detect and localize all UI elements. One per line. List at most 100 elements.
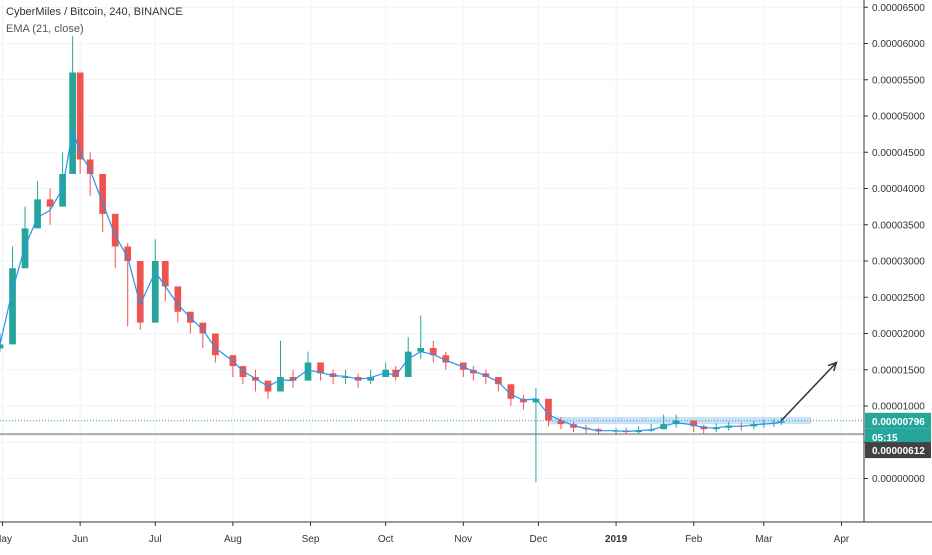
candle[interactable] [46,188,54,225]
time-tick-label: Jun [72,534,88,545]
time-tick-label: Apr [834,534,850,545]
candle[interactable] [392,366,400,381]
candle[interactable] [34,181,41,229]
candle[interactable] [76,72,84,175]
candle-body [69,72,76,174]
time-tick-label: Nov [454,534,472,545]
candle-body [124,246,132,261]
candle-body [429,348,437,356]
candle-body [111,213,119,247]
candle[interactable] [459,362,467,378]
candle[interactable] [690,420,698,433]
price-tick-label: 0.00001000 [872,402,925,413]
price-tick-label: 0.00006000 [872,39,925,50]
price-tick-label: 0.00003500 [872,220,925,231]
overlays [0,416,864,436]
ema-series [0,130,782,433]
time-tick-label: Mar [755,534,773,545]
candle-body [342,377,349,378]
price-tick-label: 0.00003000 [872,257,925,268]
candle[interactable] [0,333,4,352]
candle-body [392,369,400,377]
candle-body [199,322,207,334]
countdown-label-text: 05:15 [872,433,898,444]
support-price-label: 0.00000612 [865,442,931,459]
time-tick-label: Jul [149,534,162,545]
candle-body [635,430,642,433]
time-tick-label: Oct [378,534,394,545]
resistance-box[interactable] [548,416,812,425]
candle-body [99,174,107,214]
candle[interactable] [545,398,552,427]
countdown-label-bg [865,428,931,445]
candle[interactable] [69,36,76,174]
time-tick-label: Sep [302,534,320,545]
time-tick-label: Aug [224,534,242,545]
candle[interactable] [495,377,502,392]
support-price-label-text: 0.00000612 [872,446,925,457]
candle-body [507,384,515,399]
price-tick-label: 0.00005000 [872,112,925,123]
candle[interactable] [507,384,515,406]
candle[interactable] [151,239,159,323]
candle[interactable] [429,340,437,363]
candle-body [317,362,324,374]
price-tick-label: 0.00001500 [872,365,925,376]
drawings[interactable] [780,361,838,422]
candle-body [34,199,41,229]
price-tick-label: 0.00002000 [872,329,925,340]
candle-body [0,344,4,349]
candle[interactable] [317,362,324,381]
candle-body [557,420,565,425]
candle[interactable] [635,426,642,434]
candle-body [382,369,390,377]
candle-body [151,261,159,323]
last-price-label: 0.00000796 [865,412,931,429]
candle[interactable] [367,369,375,385]
projection-arrow[interactable] [780,361,837,422]
candle[interactable] [199,322,207,348]
candle[interactable] [9,246,16,345]
time-tick-label: May [0,534,12,545]
candle[interactable] [342,369,349,385]
candle[interactable] [382,362,390,378]
last-price-label-bg [865,412,931,429]
candle-body [76,72,84,160]
price-tick-label: 0.00000000 [872,474,925,485]
candle-body [690,420,698,427]
candle-body [59,174,66,207]
candle[interactable] [174,286,182,323]
candle-body [367,377,375,381]
candle-body [532,398,540,403]
candle-body [304,362,312,381]
candle-body [277,377,284,392]
candle-body [136,261,144,323]
indicator-legend[interactable]: EMA (21, close) [6,23,84,35]
candle-body [161,261,169,287]
time-tick-label: 2019 [605,534,628,545]
time-tick-label: Feb [685,534,703,545]
candle[interactable] [289,369,297,388]
price-tick-label: 0.00002500 [872,293,925,304]
candle-body [404,351,412,377]
candle[interactable] [86,152,94,196]
last-price-label-text: 0.00000796 [872,417,925,428]
candle-body [9,268,16,345]
candle[interactable] [557,416,565,430]
candle[interactable] [304,351,312,381]
candle[interactable] [99,174,107,232]
candle[interactable] [532,387,540,483]
candle-body [46,199,54,207]
chart-title: CyberMiles / Bitcoin, 240, BINANCE [6,6,183,18]
candle-body [459,362,467,370]
candle-body [417,348,425,352]
candle-body [212,333,219,356]
time-tick-label: Dec [530,534,548,545]
candle-body [712,427,720,430]
candle[interactable] [404,337,412,377]
support-price-label-bg [865,442,931,459]
price-tick-label: 0.00005500 [872,75,925,86]
